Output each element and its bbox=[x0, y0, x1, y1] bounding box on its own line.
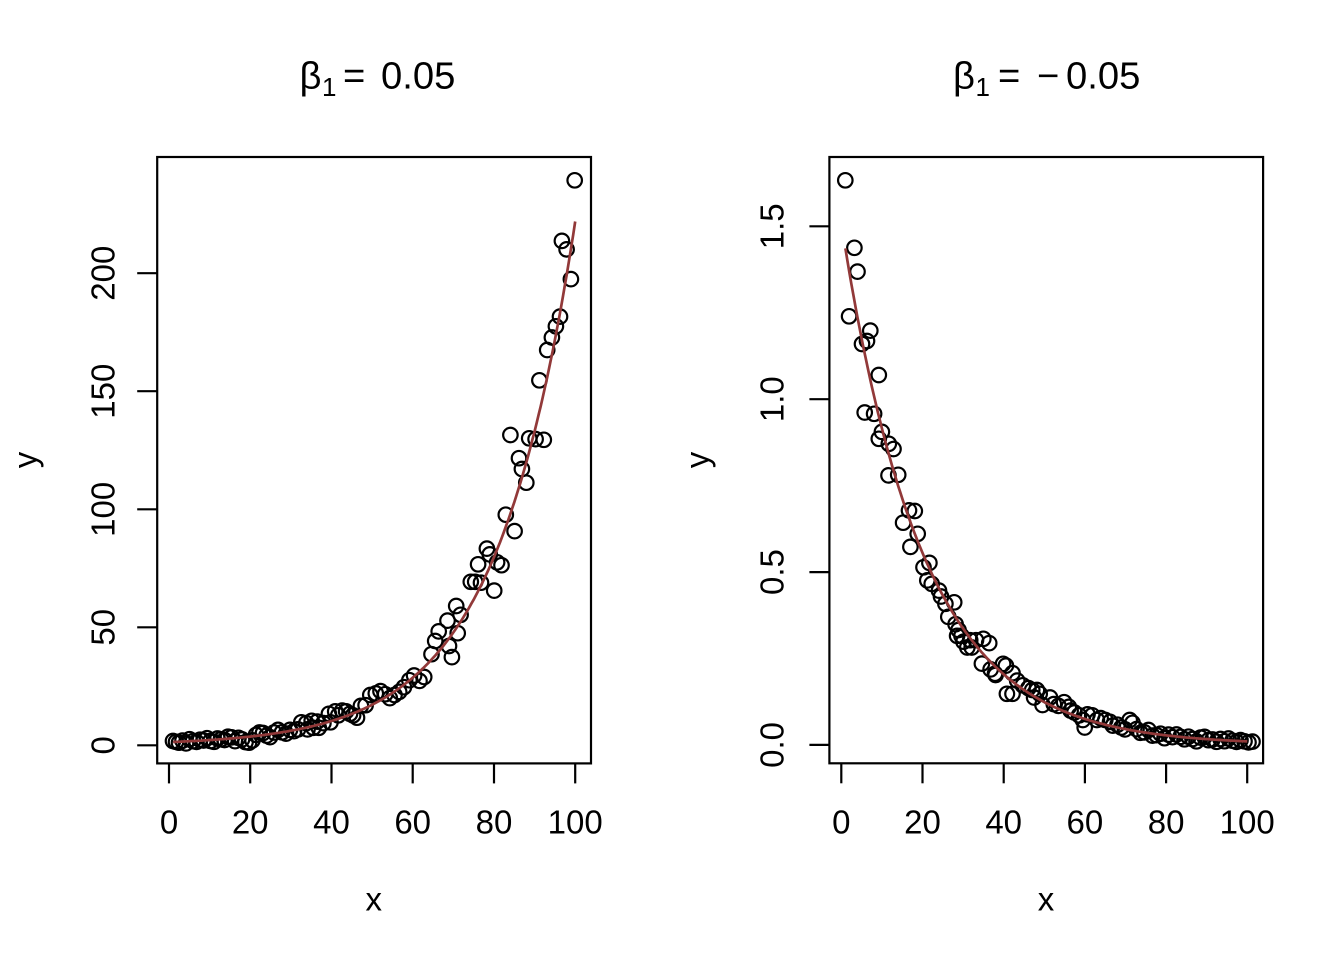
svg-text:x: x bbox=[1038, 881, 1055, 918]
svg-text:0.5: 0.5 bbox=[754, 549, 791, 595]
svg-text:200: 200 bbox=[85, 246, 122, 301]
svg-text:β1=0.05: β1 = 0.05 bbox=[300, 55, 456, 102]
svg-text:0.0: 0.0 bbox=[754, 722, 791, 768]
svg-text:100: 100 bbox=[85, 482, 122, 537]
svg-text:50: 50 bbox=[85, 609, 122, 646]
svg-text:100: 100 bbox=[1220, 803, 1275, 840]
svg-text:40: 40 bbox=[985, 803, 1022, 840]
svg-text:40: 40 bbox=[313, 803, 350, 840]
svg-text:0: 0 bbox=[85, 736, 122, 754]
svg-text:20: 20 bbox=[904, 803, 941, 840]
svg-text:y: y bbox=[6, 451, 43, 468]
svg-text:β1=−0.05: β1 = −0.05 bbox=[953, 55, 1140, 102]
svg-text:80: 80 bbox=[476, 803, 513, 840]
svg-text:0: 0 bbox=[160, 803, 178, 840]
svg-text:y: y bbox=[678, 451, 715, 468]
svg-text:80: 80 bbox=[1148, 803, 1185, 840]
svg-text:0: 0 bbox=[832, 803, 850, 840]
svg-text:150: 150 bbox=[85, 364, 122, 419]
svg-text:1.0: 1.0 bbox=[754, 376, 791, 422]
svg-text:20: 20 bbox=[232, 803, 269, 840]
svg-text:x: x bbox=[366, 881, 383, 918]
svg-text:1.5: 1.5 bbox=[754, 203, 791, 249]
svg-text:100: 100 bbox=[548, 803, 603, 840]
svg-text:60: 60 bbox=[394, 803, 431, 840]
svg-text:60: 60 bbox=[1067, 803, 1104, 840]
